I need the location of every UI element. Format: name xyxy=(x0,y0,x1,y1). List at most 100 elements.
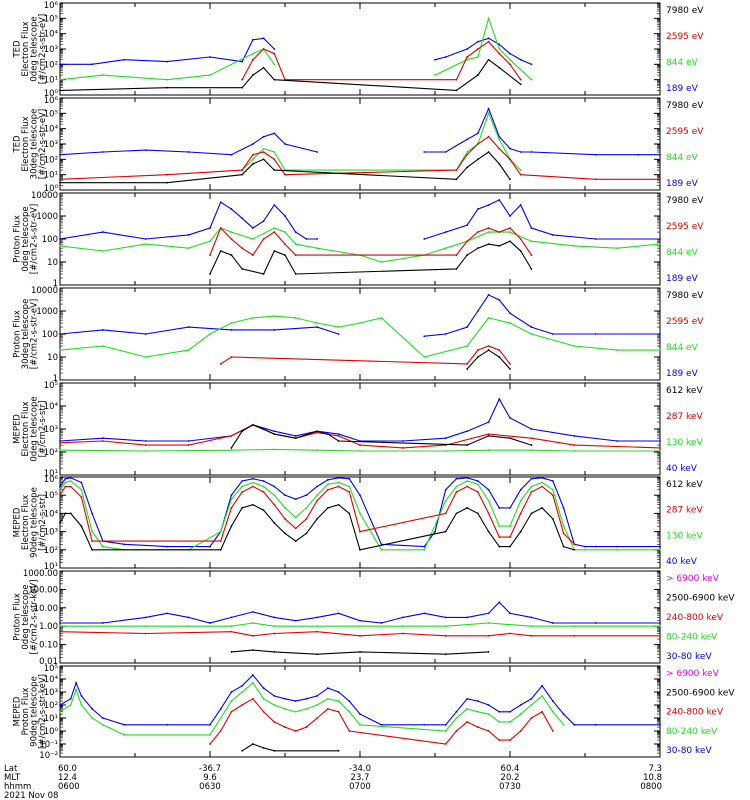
data-point xyxy=(209,545,211,548)
data-point xyxy=(659,243,661,246)
data-point xyxy=(487,612,490,615)
data-point xyxy=(230,208,233,210)
series-red xyxy=(59,630,661,637)
data-point xyxy=(509,632,511,635)
data-point xyxy=(541,507,544,509)
data-point xyxy=(187,616,190,619)
data-point xyxy=(166,545,169,548)
data-point xyxy=(166,181,169,184)
series-line xyxy=(241,743,339,752)
series-black xyxy=(59,58,522,92)
data-point xyxy=(284,532,286,535)
data-point xyxy=(498,231,501,233)
data-point xyxy=(659,178,661,181)
series-line xyxy=(59,135,660,180)
data-point xyxy=(466,485,469,488)
data-point xyxy=(101,231,104,233)
data-point xyxy=(380,622,383,624)
data-point xyxy=(262,485,265,488)
data-point xyxy=(487,345,490,347)
data-point xyxy=(476,512,479,515)
y-tick-label: 10⁵ xyxy=(44,381,58,391)
data-point xyxy=(444,512,447,515)
data-point xyxy=(251,254,254,256)
data-point xyxy=(573,450,576,452)
data-point xyxy=(348,512,351,515)
data-point xyxy=(476,231,479,233)
y-tick-label: 10³ xyxy=(44,425,58,435)
data-point xyxy=(519,173,522,176)
data-point xyxy=(273,227,276,229)
data-point xyxy=(530,78,533,81)
data-point xyxy=(187,440,190,442)
data-point xyxy=(273,433,276,436)
data-point xyxy=(584,545,586,548)
data-point xyxy=(144,444,147,446)
data-point xyxy=(573,245,576,247)
data-point xyxy=(519,704,522,706)
series-blue xyxy=(59,37,533,66)
data-point xyxy=(530,240,533,243)
data-point xyxy=(241,247,244,250)
legend-entry: 612 keV xyxy=(666,386,703,396)
series-red xyxy=(59,485,576,546)
data-point xyxy=(659,622,661,624)
data-point xyxy=(594,545,597,548)
data-point xyxy=(316,238,319,240)
data-point xyxy=(219,548,222,551)
data-point xyxy=(337,326,340,328)
y-tick-label: 10² xyxy=(44,701,58,711)
data-point xyxy=(59,181,61,184)
data-point xyxy=(101,345,104,347)
data-point xyxy=(316,247,319,250)
y-tick-label: 10¹ xyxy=(44,76,58,86)
data-point xyxy=(530,717,533,719)
data-point xyxy=(455,730,458,732)
data-point xyxy=(476,132,479,135)
data-point xyxy=(551,622,554,624)
data-point xyxy=(498,601,501,604)
y-axis-label: TED xyxy=(12,40,22,59)
data-point xyxy=(316,499,319,502)
data-point xyxy=(519,151,522,153)
data-point xyxy=(530,697,533,700)
data-point xyxy=(262,151,265,153)
data-point xyxy=(659,447,661,449)
data-point xyxy=(487,634,490,637)
data-point xyxy=(487,449,490,452)
data-point xyxy=(262,491,265,493)
data-point xyxy=(423,548,426,551)
data-point xyxy=(187,151,190,153)
series-green xyxy=(59,227,661,263)
data-point xyxy=(594,333,597,335)
data-point xyxy=(476,483,479,486)
data-point xyxy=(230,651,233,653)
legend-entry: 2595 eV xyxy=(666,127,704,137)
data-point xyxy=(209,734,211,736)
data-point xyxy=(444,488,447,491)
data-point xyxy=(637,153,640,156)
data-point xyxy=(444,743,447,745)
series-line xyxy=(59,58,522,91)
data-point xyxy=(530,326,533,328)
data-point xyxy=(219,201,222,204)
data-point xyxy=(466,224,469,227)
data-point xyxy=(123,734,126,736)
data-point xyxy=(551,488,554,491)
data-point xyxy=(509,240,511,243)
data-point xyxy=(144,149,147,152)
series-line xyxy=(60,37,275,65)
data-point xyxy=(59,630,61,633)
data-point xyxy=(305,726,308,728)
date-label: 2021 Nov 08 xyxy=(4,791,58,800)
data-point xyxy=(326,708,329,710)
data-point xyxy=(251,682,254,684)
data-point xyxy=(359,530,361,533)
data-point xyxy=(230,498,233,501)
data-point xyxy=(423,545,426,548)
data-point xyxy=(273,63,276,66)
data-point xyxy=(498,398,501,400)
y-tick-label: 1000 xyxy=(36,212,58,222)
data-point xyxy=(101,437,104,440)
y-tick-label: 10⁶ xyxy=(44,1,59,11)
